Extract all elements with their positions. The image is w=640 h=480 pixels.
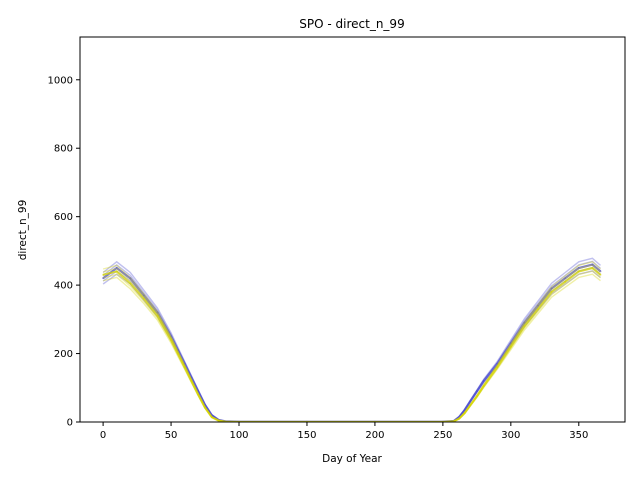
series-0-point [156, 311, 159, 314]
y-tick-label: 0 [67, 418, 73, 429]
series-1-point [469, 404, 471, 407]
y-tick-label: 800 [54, 144, 73, 155]
series-1-point [102, 273, 105, 276]
chart-title: SPO - direct_n_99 [299, 17, 404, 31]
series-1-point [496, 366, 499, 369]
y-axis-label: direct_n_99 [17, 200, 29, 261]
series-1-point [537, 308, 539, 310]
y-tick-label: 400 [54, 281, 73, 292]
series-0-point [482, 380, 485, 382]
series-1-point [482, 385, 485, 387]
series-0-point [129, 277, 132, 280]
y-tick-label: 1000 [48, 75, 73, 86]
series-1-point [564, 280, 567, 283]
series-0-point [142, 294, 145, 297]
series-1-point [156, 315, 159, 317]
x-tick-label: 50 [165, 430, 178, 441]
series-1-point [591, 267, 594, 269]
series-1-trace [102, 266, 602, 422]
series-1-point [170, 338, 172, 341]
series-0-point [537, 304, 539, 307]
series-0-point [591, 263, 594, 266]
y-tick-label: 200 [54, 349, 73, 360]
series-1-point [183, 366, 186, 369]
series-0-point [509, 342, 512, 345]
series-0-point [564, 277, 567, 280]
x-tick-label: 0 [100, 430, 106, 441]
series-1-point [190, 380, 193, 382]
series-1-point [475, 395, 478, 398]
series-1-point [509, 345, 512, 348]
series-0-point [102, 277, 105, 280]
series-1-point [142, 297, 145, 300]
series-1-point [210, 416, 213, 419]
series-1-point [523, 325, 526, 328]
series-1-point [217, 419, 220, 422]
series-1-point [115, 270, 118, 273]
x-tick-label: 250 [433, 430, 452, 441]
x-tick-label: 150 [297, 430, 316, 441]
series-1-point [577, 270, 580, 273]
x-tick-label: 200 [365, 430, 384, 441]
plot-frame [79, 36, 626, 423]
x-tick-label: 350 [569, 430, 588, 441]
series-0-point [523, 321, 526, 324]
series-0-point [599, 270, 602, 273]
series-1-point [458, 417, 461, 420]
series-1-point [463, 412, 466, 415]
series-1-point [176, 352, 179, 355]
series-1-trace [102, 261, 601, 422]
series-0-point [577, 267, 580, 269]
series-0-point [115, 267, 118, 269]
x-tick-label: 300 [501, 430, 520, 441]
series-0-point [496, 362, 499, 365]
series-1-point [129, 282, 132, 285]
series-1-point [204, 406, 206, 409]
x-tick-label: 100 [229, 430, 248, 441]
series-1-point [599, 273, 602, 276]
series-0-point [469, 400, 471, 403]
series-1-trace [102, 273, 601, 422]
series-0-point [475, 390, 478, 393]
x-axis: 0 50 100 150 200 250 300 350 [100, 422, 588, 441]
series-1-point [550, 291, 553, 293]
series-1-trace [102, 264, 601, 422]
x-axis-label: Day of Year [322, 453, 382, 465]
series-1-point [197, 393, 200, 396]
y-tick-label: 600 [54, 212, 73, 223]
series-1 [102, 261, 602, 422]
y-axis: 0 200 400 600 800 1000 [48, 75, 80, 429]
series-0-point [463, 409, 466, 411]
series-0-point [550, 287, 553, 290]
